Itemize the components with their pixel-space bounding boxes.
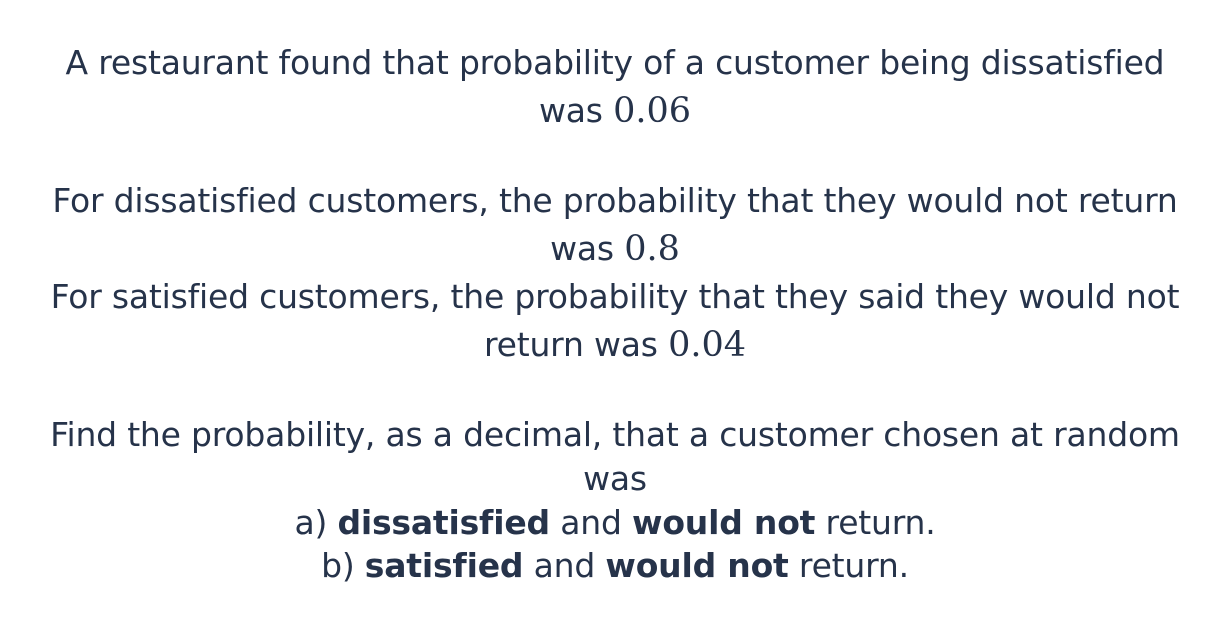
part-b-prefix: b): [321, 546, 355, 585]
dissatisfied-probability-value: 0.06: [613, 91, 692, 131]
intro-line-2: was 0.06: [0, 88, 1230, 134]
task-line-2: was: [583, 459, 647, 498]
dissatisfied-not-return-value: 0.8: [624, 229, 680, 269]
intro-was-text: was: [538, 91, 603, 130]
part-b-connector: and: [533, 546, 596, 585]
part-b-term1: satisfied: [364, 546, 524, 585]
satisfied-not-return-value: 0.04: [668, 325, 747, 365]
part-a-term2: would not: [632, 503, 816, 542]
satisfied-info-line-1: For satisfied customers, the probability…: [50, 277, 1180, 316]
dissatisfied-was-text: was: [550, 229, 614, 268]
dissatisfied-info-line-1: For dissatisfied customers, the probabil…: [52, 181, 1178, 220]
part-a-suffix: return.: [825, 503, 936, 542]
part-a: a) dissatisfied and would not return.: [0, 500, 1230, 546]
satisfied-info-line-2: return was 0.04: [0, 322, 1230, 368]
part-a-connector: and: [560, 503, 622, 542]
intro-line-1: A restaurant found that probability of a…: [65, 43, 1165, 82]
part-b-suffix: return.: [798, 546, 909, 585]
task-line-1: Find the probability, as a decimal, that…: [50, 415, 1180, 454]
part-b: b) satisfied and would not return.: [0, 543, 1230, 589]
part-a-prefix: a): [294, 503, 328, 542]
satisfied-return-was-text: return was: [483, 325, 658, 364]
dissatisfied-info-line-2: was 0.8: [0, 226, 1230, 272]
part-b-term2: would not: [605, 546, 789, 585]
part-a-term1: dissatisfied: [337, 503, 550, 542]
